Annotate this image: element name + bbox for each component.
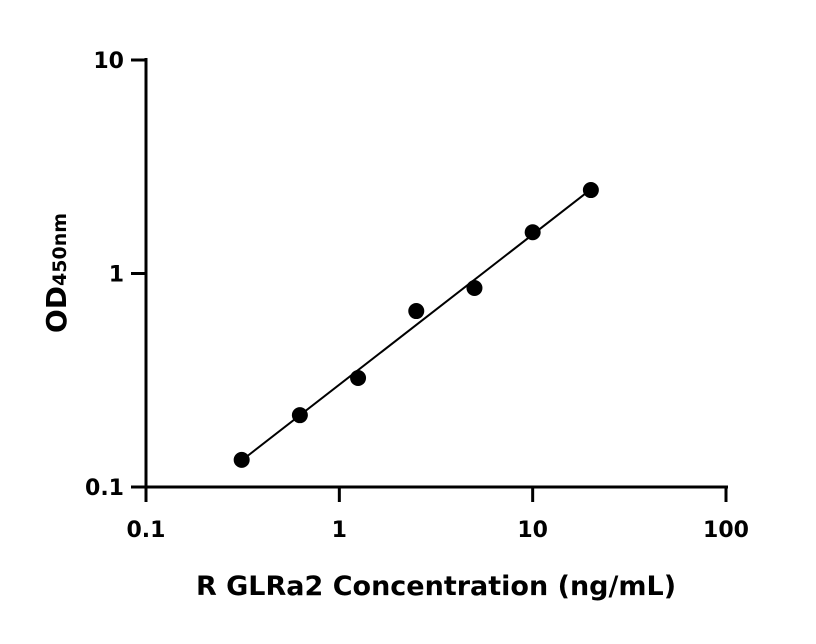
data-point — [291, 407, 308, 424]
y-axis-label-main: OD — [40, 286, 73, 333]
y-axis-label-sub: 450nm — [49, 213, 71, 286]
data-point — [466, 280, 483, 297]
data-point — [350, 369, 367, 386]
data-point — [582, 182, 599, 199]
data-point — [233, 451, 250, 468]
data-point — [408, 303, 425, 320]
x-axis-label: R GLRa2 Concentration (ng/mL) — [196, 571, 676, 602]
data-point — [524, 224, 541, 241]
y-axis-label: OD450nm — [40, 213, 73, 333]
x-tick-label: 1 — [332, 518, 347, 543]
y-tick-label: 1 — [109, 263, 124, 288]
y-tick-label: 10 — [93, 49, 124, 74]
x-tick-label: 0.1 — [127, 518, 166, 543]
y-tick-label: 0.1 — [85, 476, 124, 501]
x-tick-label: 100 — [703, 518, 749, 543]
x-tick-label: 10 — [517, 518, 548, 543]
